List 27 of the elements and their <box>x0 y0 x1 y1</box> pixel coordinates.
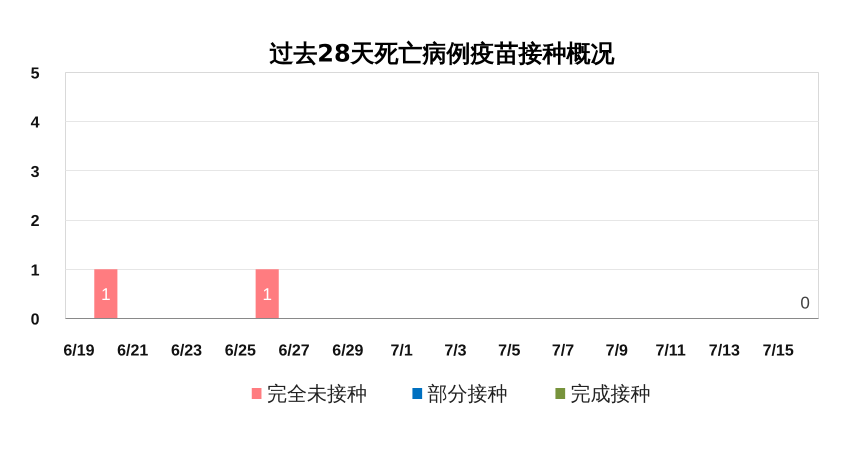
x-tick-label: 7/9 <box>606 342 628 360</box>
y-tick-label: 0 <box>30 312 40 328</box>
legend-label: 完全未接种 <box>266 382 367 406</box>
legend-label: 完成接种 <box>570 382 650 406</box>
x-tick-label: 7/5 <box>498 342 520 360</box>
y-tick-label: 5 <box>30 66 40 82</box>
y-tick-label: 4 <box>30 114 40 132</box>
data-label: 0 <box>800 294 810 312</box>
x-tick-label: 7/3 <box>444 342 467 360</box>
x-tick-label: 6/21 <box>117 342 148 360</box>
x-tick-label: 6/23 <box>170 342 202 360</box>
x-tick-label: 6/29 <box>332 342 364 360</box>
x-tick-label: 7/11 <box>655 342 686 360</box>
x-tick-label: 6/19 <box>63 342 95 360</box>
legend-label: 部分接种 <box>427 382 508 406</box>
y-tick-label: 1 <box>30 262 40 280</box>
data-label: 1 <box>262 284 272 304</box>
y-tick-label: 3 <box>30 164 40 181</box>
x-tick-label: 6/25 <box>224 342 256 360</box>
x-tick-label: 6/27 <box>278 342 310 360</box>
x-tick-label: 7/15 <box>762 342 794 360</box>
y-tick-label: 2 <box>30 213 40 230</box>
data-label: 1 <box>101 284 111 304</box>
x-tick-label: 7/1 <box>390 342 413 360</box>
chart-title: 过去28天死亡病例疫苗接种概况 <box>268 40 616 68</box>
x-tick-label: 7/7 <box>552 342 574 360</box>
x-tick-label: 7/13 <box>708 342 740 360</box>
